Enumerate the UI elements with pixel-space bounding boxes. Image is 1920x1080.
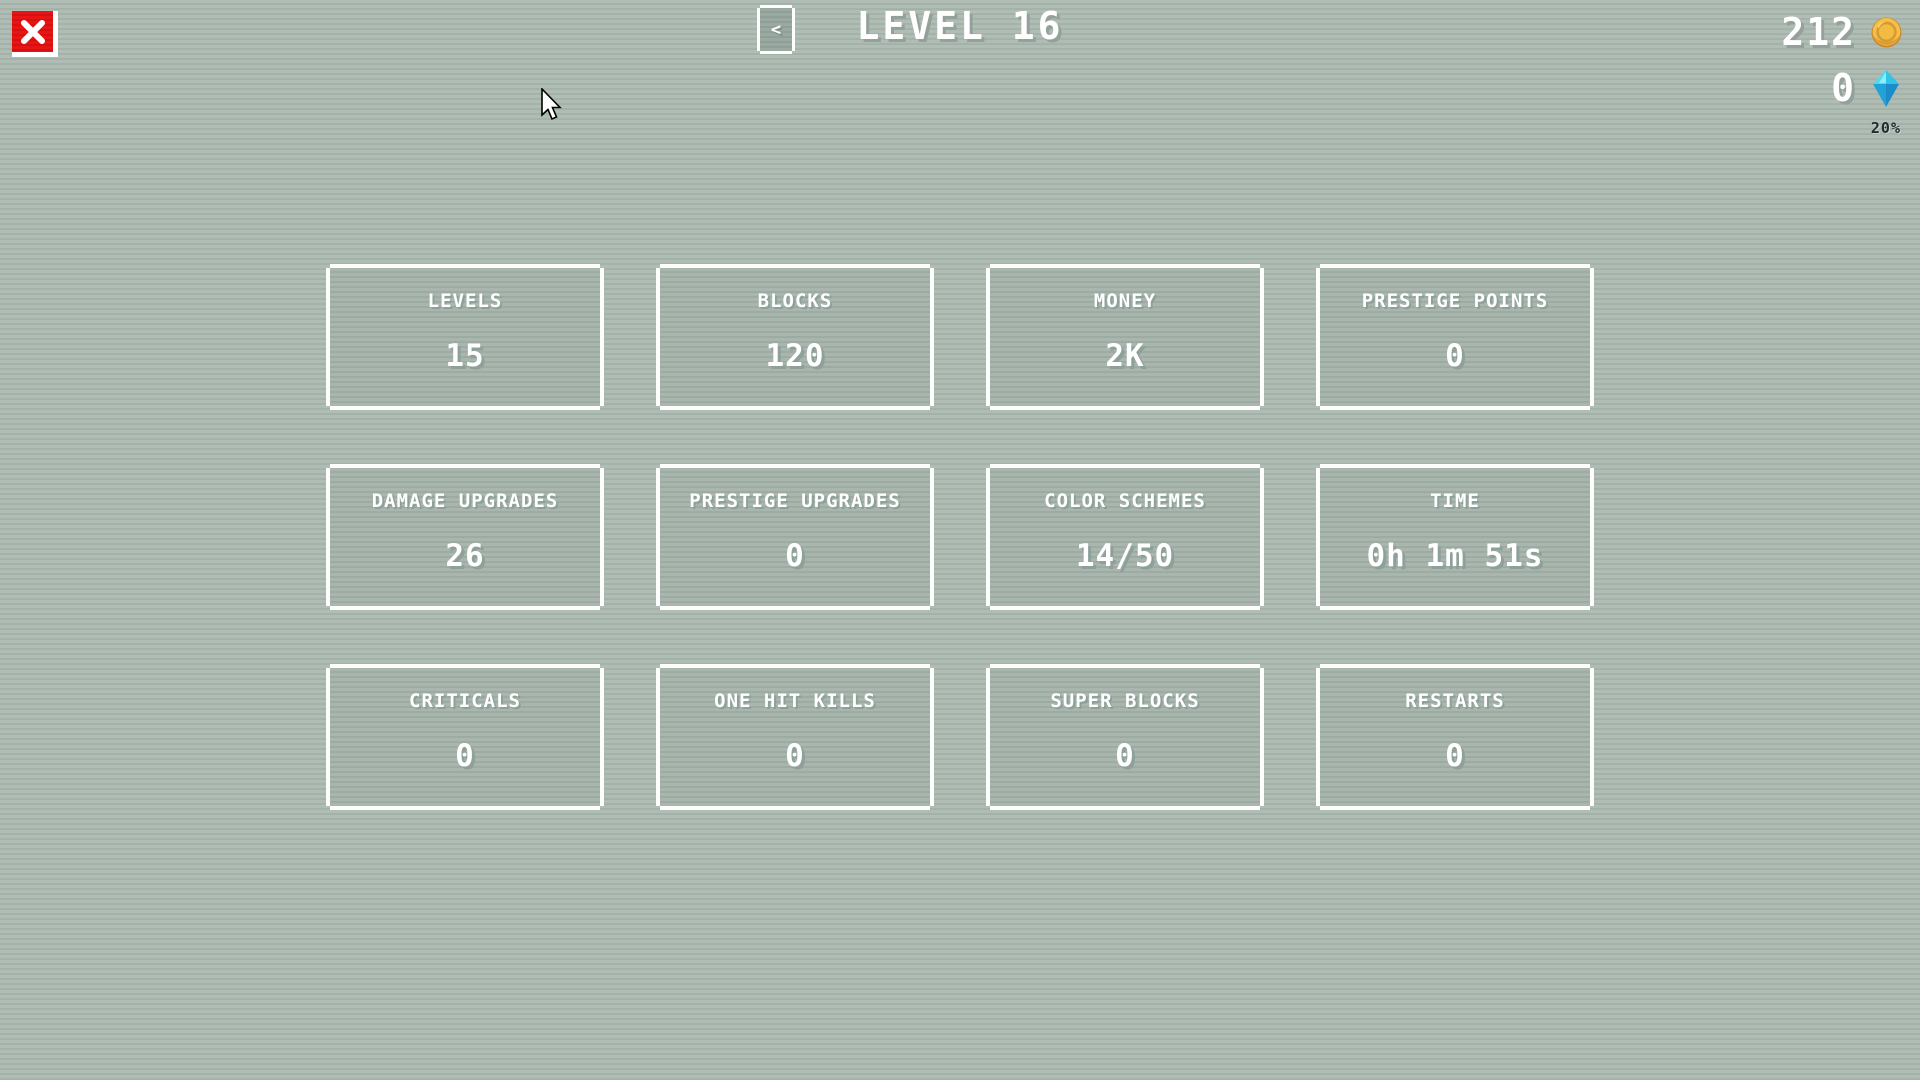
- stat-card-damage-upgrades: DAMAGE UPGRADES 26: [326, 464, 604, 610]
- stat-value: 0: [785, 538, 805, 574]
- stat-card-time: TIME 0h 1m 51s: [1316, 464, 1594, 610]
- stat-label: ONE HIT KILLS: [714, 690, 876, 712]
- stat-label: SUPER BLOCKS: [1050, 690, 1200, 712]
- stat-card-levels: LEVELS 15: [326, 264, 604, 410]
- currency-panel: 212 0: [1781, 10, 1902, 137]
- stat-card-blocks: BLOCKS 120: [656, 264, 934, 410]
- close-button[interactable]: [12, 11, 58, 57]
- stats-grid: LEVELS 15 BLOCKS 120 MONEY 2K PRESTIGE P…: [326, 264, 1594, 810]
- page-title: LEVEL 16: [856, 4, 1064, 48]
- coin-icon: [1870, 17, 1902, 48]
- stat-label: LEVELS: [427, 290, 503, 312]
- stat-label: MONEY: [1093, 290, 1157, 312]
- stat-value: 0: [1445, 738, 1465, 774]
- stat-card-restarts: RESTARTS 0: [1316, 664, 1594, 810]
- gem-multiplier: 20%: [1870, 119, 1901, 137]
- stat-label: TIME: [1430, 490, 1480, 512]
- stat-card-prestige-upgrades: PRESTIGE UPGRADES 0: [656, 464, 934, 610]
- stat-card-prestige-points: PRESTIGE POINTS 0: [1316, 264, 1594, 410]
- stat-value: 0: [1445, 338, 1465, 374]
- close-icon: [20, 19, 45, 44]
- stat-label: RESTARTS: [1405, 690, 1505, 712]
- stat-value: 15: [445, 338, 485, 374]
- cursor-icon: [541, 88, 562, 121]
- coin-counter: 212: [1781, 10, 1902, 54]
- stat-label: COLOR SCHEMES: [1044, 490, 1206, 512]
- stat-value: 0: [785, 738, 805, 774]
- back-button[interactable]: <: [757, 5, 795, 54]
- stat-label: BLOCKS: [757, 290, 833, 312]
- stat-value: 14/50: [1075, 538, 1175, 574]
- coin-count: 212: [1781, 10, 1856, 54]
- stat-label: CRITICALS: [409, 690, 521, 712]
- stat-card-one-hit-kills: ONE HIT KILLS 0: [656, 664, 934, 810]
- gem-counter: 0: [1831, 66, 1902, 110]
- stat-value: 0: [455, 738, 475, 774]
- gem-count: 0: [1831, 66, 1856, 110]
- stat-label: PRESTIGE UPGRADES: [689, 490, 901, 512]
- stat-label: DAMAGE UPGRADES: [371, 490, 559, 512]
- stat-card-money: MONEY 2K: [986, 264, 1264, 410]
- stat-card-criticals: CRITICALS 0: [326, 664, 604, 810]
- stat-value: 2K: [1105, 338, 1145, 374]
- stat-card-super-blocks: SUPER BLOCKS 0: [986, 664, 1264, 810]
- stat-label: PRESTIGE POINTS: [1361, 290, 1549, 312]
- stat-value: 0: [1115, 738, 1135, 774]
- stat-value: 26: [445, 538, 485, 574]
- stat-value: 0h 1m 51s: [1366, 538, 1544, 574]
- stat-value: 120: [765, 338, 825, 374]
- gem-icon: [1870, 69, 1902, 107]
- stat-card-color-schemes: COLOR SCHEMES 14/50: [986, 464, 1264, 610]
